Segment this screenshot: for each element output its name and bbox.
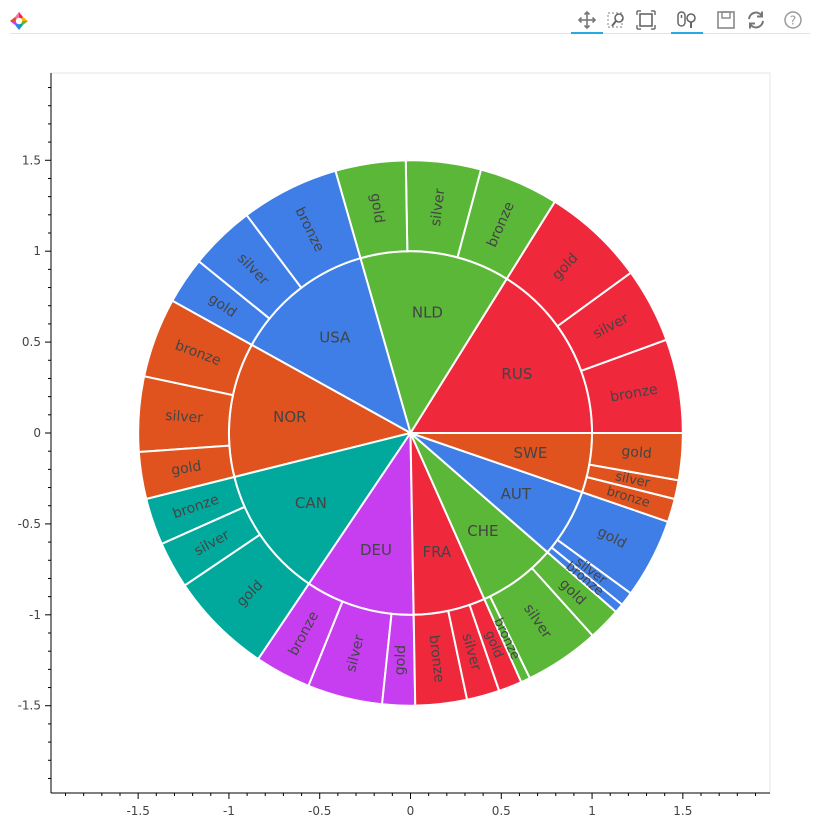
medal-wedge-swe-gold [588, 432, 684, 482]
country-label-deu: DEU [360, 541, 392, 559]
y-tick-label: -0.5 [18, 517, 41, 531]
medal-label-nor-silver: silver [165, 408, 204, 427]
y-axis: -1.5 -1 -0.5 0 0.5 1 1.5 [18, 73, 52, 793]
x-tick-label: 1 [588, 804, 596, 818]
country-label-can: CAN [295, 494, 327, 512]
x-tick-label: -1.5 [126, 804, 149, 818]
country-label-swe: SWE [514, 444, 548, 462]
zoom-to-fit-tool[interactable] [634, 8, 658, 32]
y-tick-label: 1 [33, 244, 41, 258]
y-tick-label: -1 [29, 608, 41, 622]
save-tool[interactable] [714, 8, 738, 32]
medal-label-swe-gold: gold [621, 444, 653, 463]
x-tick-label: -1 [223, 804, 235, 818]
wheel-zoom-icon [677, 11, 696, 28]
medal-label-nor-gold: gold [170, 458, 202, 479]
reset-tool[interactable] [744, 8, 768, 32]
country-label-nld: NLD [412, 303, 443, 321]
x-tick-label: 1.5 [673, 804, 692, 818]
pan-tool[interactable] [571, 8, 603, 34]
box-zoom-tool[interactable] [605, 8, 629, 32]
wedges [137, 159, 684, 707]
svg-text:?: ? [790, 14, 796, 28]
y-tick-label: 1.5 [22, 153, 41, 167]
box-zoom-icon [607, 12, 624, 28]
save-icon [717, 11, 735, 29]
help-icon: ? [784, 11, 802, 29]
y-tick-label: 0 [33, 426, 41, 440]
toolbar-divider [10, 33, 810, 34]
zoom-fit-icon [636, 10, 656, 30]
reset-icon [748, 11, 764, 29]
country-label-rus: RUS [501, 365, 532, 383]
country-label-aut: AUT [501, 485, 532, 503]
bokeh-logo-icon[interactable] [8, 10, 30, 32]
medal-label-deu-gold: gold [392, 645, 409, 676]
medal-label-fra-bronze: bronze [426, 634, 447, 683]
x-tick-label: 0.5 [492, 804, 511, 818]
country-label-usa: USA [319, 329, 351, 347]
y-tick-label: 0.5 [22, 335, 41, 349]
country-label-nor: NOR [273, 408, 306, 426]
wheel-zoom-tool[interactable] [671, 8, 703, 34]
country-label-fra: FRA [422, 543, 451, 561]
x-axis: -1.5 -1 -0.5 0 0.5 1 1.5 [51, 792, 770, 818]
medal-label-nld-gold: gold [367, 192, 387, 224]
country-label-che: CHE [467, 522, 498, 540]
help-tool[interactable]: ? [781, 8, 805, 32]
medal-label-swe-silver: silver [614, 469, 652, 491]
pan-icon [577, 10, 597, 30]
x-tick-label: 0 [407, 804, 415, 818]
medal-label-nld-silver: silver [428, 187, 449, 227]
x-tick-label: -0.5 [308, 804, 331, 818]
y-tick-label: -1.5 [18, 699, 41, 713]
toolbar: ? [0, 0, 817, 40]
